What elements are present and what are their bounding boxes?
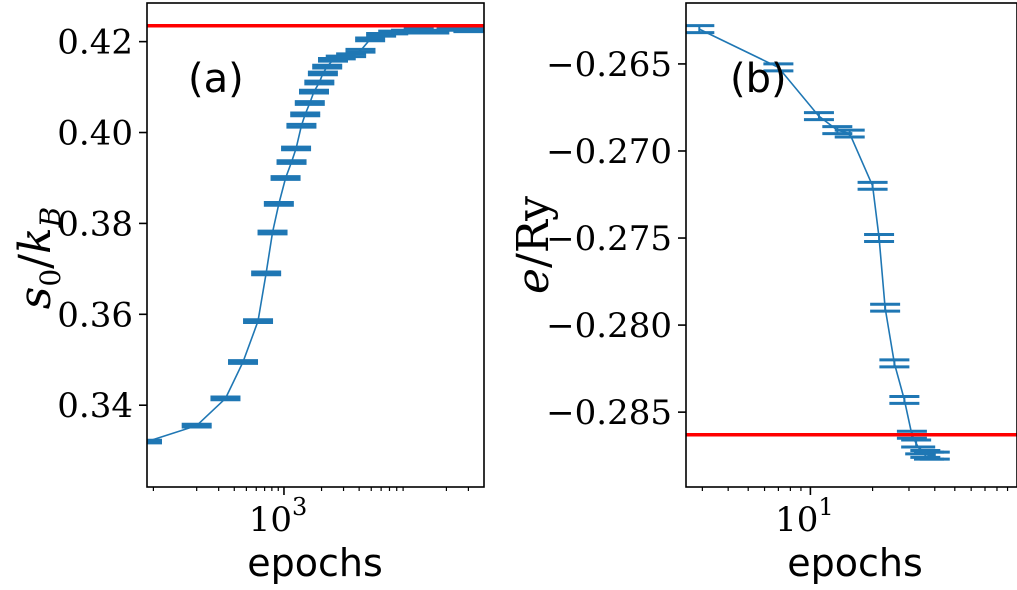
panel-a-errorbar — [307, 70, 338, 77]
panel-b: −0.265 −0.270 −0.275 −0.280 −0.285 101 (b) ep… — [508, 2, 1017, 585]
panel-a-errorbar — [243, 318, 274, 324]
panel-b-axes-frame — [685, 2, 1017, 488]
panel-a-errorbar — [276, 159, 307, 165]
panel-a-errorbar — [147, 438, 162, 445]
panel-a-errorbar — [290, 111, 321, 118]
panel-a-errorbar — [298, 88, 329, 95]
panel-b-errorbar — [763, 62, 794, 73]
panel-a-errorbar — [345, 47, 376, 54]
panel-b-y-tick-label: −0.280 — [546, 306, 672, 346]
panel-a-errorbar — [281, 145, 312, 152]
panel-b-errorbar — [857, 180, 888, 191]
panel-a-errorbar — [312, 63, 343, 70]
panel-a-errorbar — [286, 122, 317, 129]
panel-a-errorbar — [469, 26, 484, 32]
panel-b-y-axis-label: e/Ry — [508, 196, 559, 294]
panel-b-errorbar — [919, 450, 950, 461]
panel-a: 0.34 0.36 0.38 0.40 0.42 103 (a) epochs s0/kB — [10, 2, 485, 585]
panel-b-errorbar — [870, 302, 901, 313]
panel-a-axes-frame — [146, 2, 485, 488]
panel-a-errorbar — [251, 270, 282, 277]
panel-a-y-tick-label: 0.34 — [57, 386, 133, 426]
panel-b-errorbar — [834, 128, 865, 139]
panel-b-errorbar — [803, 111, 834, 122]
panel-a-plot-area: 0.34 0.36 0.38 0.40 0.42 103 — [57, 2, 485, 540]
panel-b-y-tick-label: −0.270 — [546, 132, 672, 172]
panel-a-errorbar — [228, 359, 259, 365]
panel-b-series-group — [686, 24, 950, 461]
panel-b-errorbar — [686, 24, 715, 35]
panel-a-x-axis-label: epochs — [247, 541, 383, 585]
panel-a-errorbar — [304, 79, 335, 86]
panel-b-y-tick-label: −0.285 — [546, 393, 672, 433]
panel-a-y-tick-label: 0.40 — [57, 114, 133, 154]
panel-a-x-tick-exp: 3 — [292, 493, 307, 521]
panel-a-x-tick-label: 103 — [249, 493, 308, 540]
panel-a-errorbar — [355, 36, 386, 43]
panel-b-errorbar — [879, 358, 910, 369]
panel-b-errorbar — [889, 394, 920, 405]
panel-a-errorbar — [294, 100, 325, 106]
panel-a-y-axis-label: s0/kB — [10, 207, 67, 310]
panel-a-y-tick-label: 0.42 — [57, 23, 133, 63]
panel-a-errorbar — [263, 201, 294, 207]
panel-b-x-tick-label: 101 — [775, 493, 834, 540]
panel-a-label: (a) — [188, 56, 244, 102]
panel-b-errorbar — [864, 233, 895, 244]
svg-text:s0/kB: s0/kB — [10, 207, 67, 310]
panel-a-errorbar — [257, 229, 288, 236]
panel-a-x-tick-base: 10 — [249, 500, 292, 540]
svg-text:e/Ry: e/Ry — [508, 196, 559, 294]
panel-b-plot-area: −0.265 −0.270 −0.275 −0.280 −0.285 101 — [546, 2, 1017, 540]
panel-b-x-axis-label: epochs — [787, 541, 923, 585]
panel-a-errorbar — [181, 422, 212, 429]
panel-b-label: (b) — [730, 56, 787, 102]
panel-b-x-tick-exp: 1 — [818, 493, 833, 521]
panel-a-errorbar — [336, 52, 367, 59]
panel-b-y-tick-label: −0.275 — [546, 219, 672, 259]
panel-a-errorbar — [270, 175, 301, 181]
panel-a-y-tick-label: 0.36 — [57, 295, 133, 335]
panel-b-y-tick-label: −0.265 — [546, 45, 672, 85]
panel-b-x-tick-base: 10 — [775, 500, 818, 540]
panel-a-y-tick-label: 0.38 — [57, 204, 133, 244]
panel-a-errorbar — [210, 395, 241, 402]
panel-a-series-group — [147, 26, 484, 445]
